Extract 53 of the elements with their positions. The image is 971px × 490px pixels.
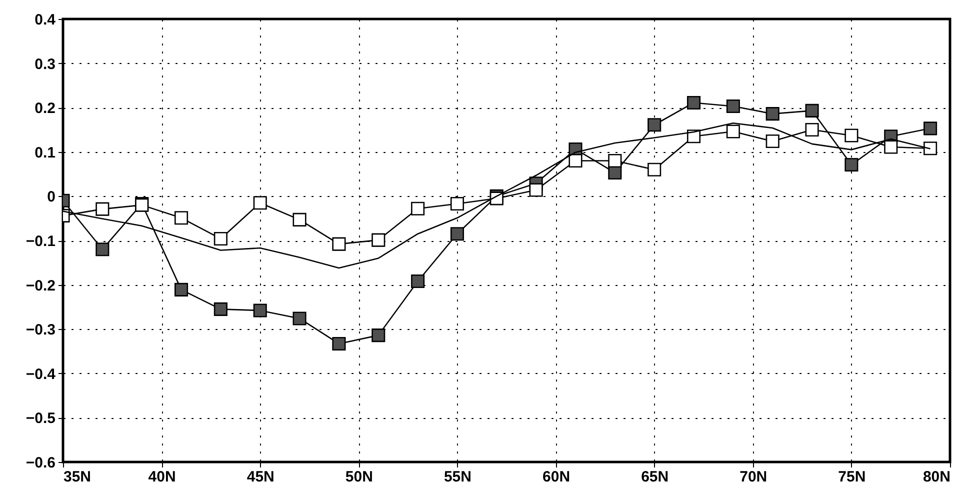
y-tick-label: −0.5: [26, 410, 56, 428]
point: [726, 99, 740, 114]
point: [411, 202, 425, 216]
y-tick-label: 0: [47, 188, 56, 206]
point: [214, 302, 228, 316]
point: [214, 232, 228, 246]
x-tick-label: 70N: [740, 468, 768, 486]
point: [292, 312, 306, 326]
y-tick-label: −0.1: [26, 233, 56, 250]
y-tick-label: 0.4: [34, 12, 56, 28]
point: [805, 122, 819, 137]
point: [884, 140, 898, 154]
point: [529, 183, 543, 197]
x-tick-label: 40N: [148, 468, 176, 486]
x-tick-label: 80N: [922, 468, 950, 486]
point: [726, 124, 740, 138]
y-tick-label: −0.6: [26, 454, 56, 472]
y-tick-label: 0.2: [34, 100, 56, 118]
point: [686, 96, 701, 110]
point: [372, 233, 386, 247]
point: [292, 212, 306, 226]
point: [766, 134, 780, 148]
x-tick-label: 75N: [838, 468, 866, 486]
point: [253, 304, 267, 318]
point: [766, 107, 780, 121]
point: [568, 154, 582, 168]
point: [332, 336, 346, 350]
point: [96, 202, 110, 216]
x-tick-label: 65N: [641, 468, 669, 486]
point: [450, 227, 464, 241]
y-tick-label: −0.2: [26, 277, 56, 294]
x-tick-label: 50N: [345, 468, 373, 486]
point: [924, 122, 938, 136]
point: [96, 242, 110, 256]
point: [253, 196, 267, 210]
x-tick-label: 55N: [444, 468, 472, 486]
x-tick-label: 45N: [246, 468, 274, 486]
point: [844, 128, 858, 142]
point: [805, 104, 819, 118]
point: [648, 118, 662, 132]
point: [174, 282, 188, 296]
point: [174, 211, 188, 225]
y-tick-label: −0.4: [26, 366, 56, 383]
point: [332, 237, 346, 251]
x-tick-label: 35N: [64, 468, 92, 486]
point: [648, 162, 662, 176]
y-tick-label: 0.3: [34, 56, 56, 73]
point: [411, 274, 425, 288]
point: [844, 158, 858, 172]
y-tick-label: 0.1: [34, 144, 56, 162]
y-tick-label: −0.3: [26, 322, 56, 339]
x-tick-label: 60N: [542, 468, 570, 486]
point: [372, 328, 386, 342]
